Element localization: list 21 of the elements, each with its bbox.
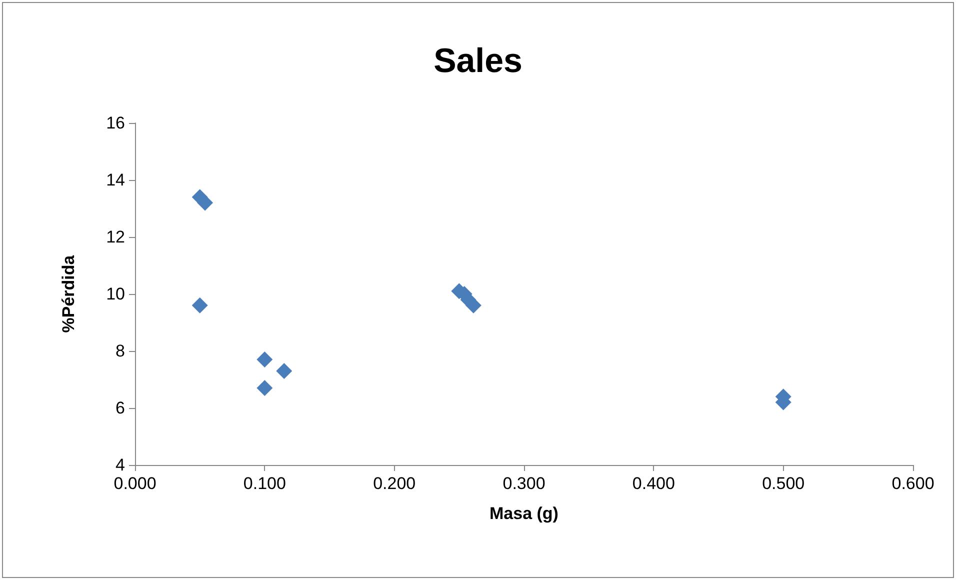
point: [256, 380, 273, 396]
x-tick-label: 0.400: [632, 474, 675, 493]
y-tick-label: 16: [106, 114, 125, 132]
x-tick-label: 0.600: [892, 474, 934, 493]
chart-title: Sales: [434, 42, 522, 80]
y-tick-label: 8: [116, 342, 125, 360]
y-tick-label: 14: [106, 170, 125, 190]
y-tick-label: 4: [116, 456, 125, 474]
x-tick-label: 0.200: [373, 474, 416, 493]
x-tick-label: 0.500: [762, 474, 805, 493]
point: [276, 362, 292, 379]
y-tick-label: 12: [106, 228, 125, 246]
point: [192, 297, 208, 314]
y-axis-title: %Pérdida: [59, 254, 78, 333]
y-tick-label: 6: [116, 398, 125, 418]
x-axis-title: Masa (g): [490, 504, 558, 523]
x-tick-label: 0.100: [243, 474, 286, 493]
point: [256, 352, 273, 368]
y-tick-label: 10: [106, 284, 125, 304]
x-tick-label: 0.000: [114, 474, 156, 493]
x-tick-label: 0.300: [502, 474, 546, 493]
